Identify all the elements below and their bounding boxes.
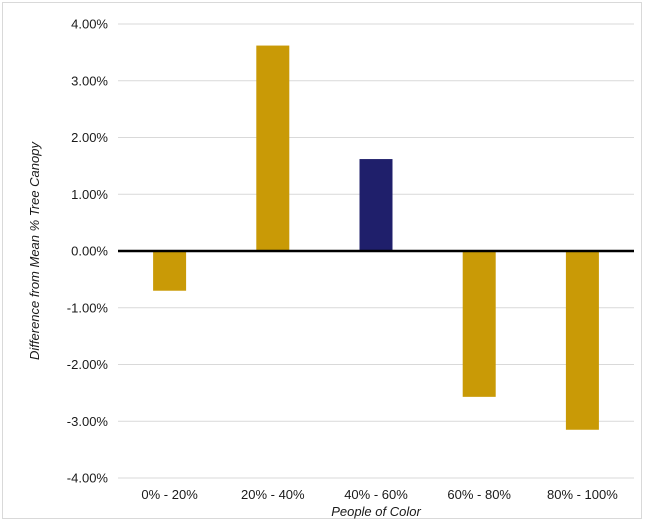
x-tick-label: 60% - 80% (447, 487, 511, 502)
bar-0 (153, 251, 187, 291)
x-tick-label: 0% - 20% (141, 487, 198, 502)
bars (153, 45, 599, 430)
bar-3 (462, 251, 496, 397)
x-tick-label: 40% - 60% (344, 487, 408, 502)
y-axis-tick-labels: 4.00% 3.00% 2.00% 1.00% 0.00% -1.00% -2.00% -3.… (67, 17, 109, 486)
x-tick-label: 20% - 40% (241, 487, 305, 502)
y-tick-label: 3.00% (71, 73, 108, 88)
y-tick-label: 4.00% (71, 17, 108, 32)
bar-2 (359, 159, 393, 251)
bar-4 (565, 251, 599, 430)
x-axis-title: People of Color (331, 504, 421, 519)
gridlines (118, 23, 634, 479)
y-tick-label: 2.00% (71, 130, 108, 145)
bar-1 (256, 45, 290, 251)
y-tick-label: 1.00% (71, 187, 108, 202)
y-tick-label: -4.00% (67, 471, 109, 486)
y-tick-label: -2.00% (67, 357, 109, 372)
y-tick-label: -1.00% (67, 300, 109, 315)
y-tick-label: -3.00% (67, 414, 109, 429)
chart-frame (2, 2, 642, 519)
x-axis-tick-labels: 0% - 20% 20% - 40% 40% - 60% 60% - 80% 80% -… (141, 487, 618, 502)
x-tick-label: 80% - 100% (547, 487, 618, 502)
y-tick-label: 0.00% (71, 244, 108, 259)
y-axis-title: Difference from Mean % Tree Canopy (27, 141, 42, 360)
